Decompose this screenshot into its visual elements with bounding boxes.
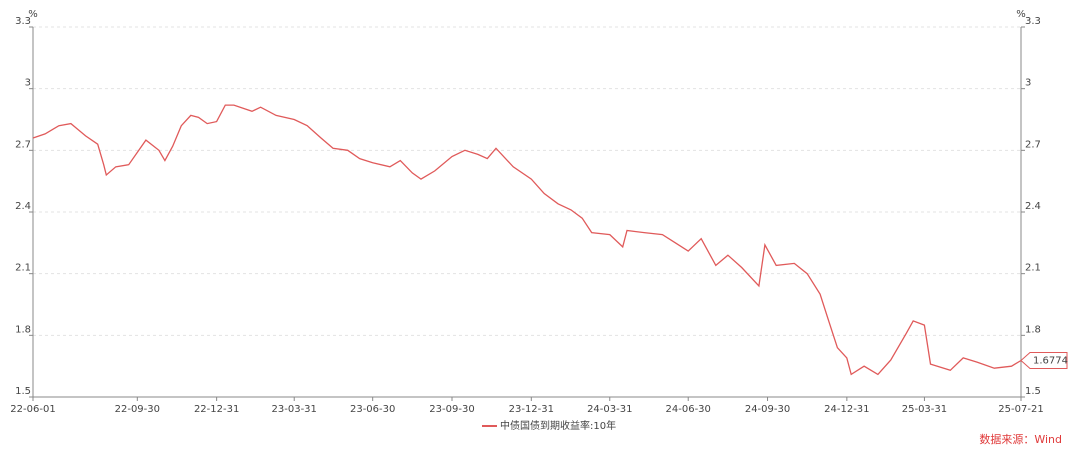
x-tick-label: 23-09-30 [429, 404, 474, 415]
y2-tick-label: 2.4 [1025, 201, 1041, 212]
x-tick-label: 24-12-31 [824, 404, 869, 415]
y2-unit: % [1016, 9, 1026, 20]
x-tick-label: 22-09-30 [115, 404, 160, 415]
y-tick-label: 3.3 [15, 16, 31, 27]
y2-tick-label: 2.1 [1025, 263, 1041, 274]
x-tick-label: 22-12-31 [194, 404, 239, 415]
x-tick-label: 23-12-31 [509, 404, 554, 415]
y2-tick-label: 3.3 [1025, 16, 1041, 27]
y2-tick-label: 2.7 [1025, 139, 1041, 150]
y-tick-label: 2.1 [15, 263, 31, 274]
x-tick-label: 24-06-30 [666, 404, 711, 415]
x-tick-label: 25-07-21 [998, 404, 1043, 415]
last-value-box [1020, 352, 1068, 370]
x-tick-label: 22-06-01 [10, 404, 55, 415]
series-line [32, 104, 1022, 376]
y2-tick-label: 1.8 [1025, 324, 1041, 335]
x-tick-label: 25-03-31 [902, 404, 947, 415]
y2-tick-label: 1.5 [1025, 386, 1041, 397]
y-tick-label: 2.7 [15, 139, 31, 150]
legend-label: 中债国债到期收益率:10年 [500, 419, 616, 432]
source: 数据来源：Wind [979, 432, 1062, 446]
x-tick-label: 23-03-31 [272, 404, 317, 415]
x-tick-label: 24-03-31 [587, 404, 632, 415]
x-tick-label: 24-09-30 [745, 404, 790, 415]
y2-tick-label: 3 [1025, 78, 1031, 89]
y-unit: % [28, 9, 38, 20]
last-value-label: 1.6774 [1033, 356, 1068, 367]
y-tick-label: 2.4 [15, 201, 31, 212]
y-tick-label: 1.8 [15, 324, 31, 335]
y-tick-label: 3 [25, 78, 31, 89]
y-tick-label: 1.5 [15, 386, 31, 397]
x-tick-label: 23-06-30 [350, 404, 395, 415]
